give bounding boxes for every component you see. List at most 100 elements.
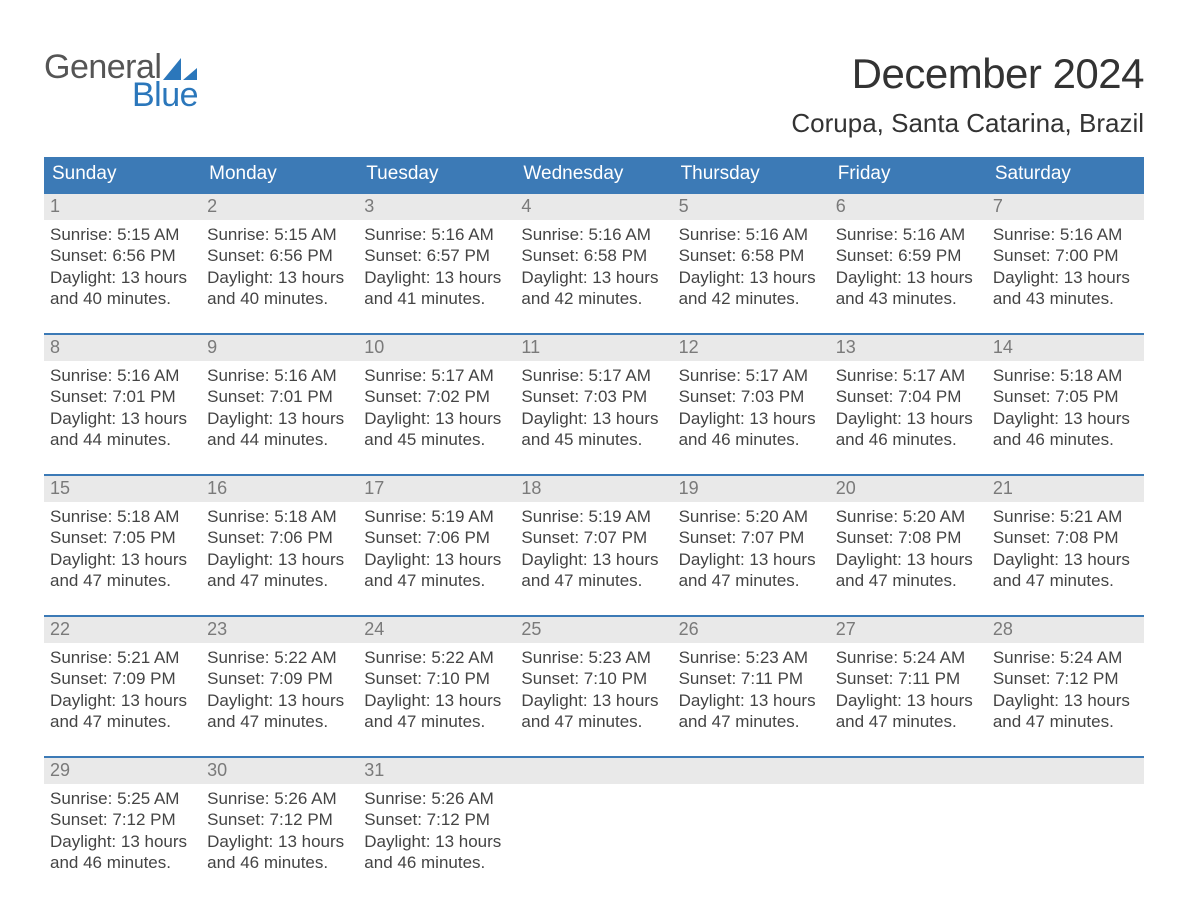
day-info-line: and 45 minutes. bbox=[364, 429, 509, 450]
day-info-line: and 46 minutes. bbox=[836, 429, 981, 450]
day-cell: Sunrise: 5:17 AMSunset: 7:04 PMDaylight:… bbox=[830, 361, 987, 450]
day-cell: Sunrise: 5:18 AMSunset: 7:06 PMDaylight:… bbox=[201, 502, 358, 591]
day-number-row: 891011121314 bbox=[44, 335, 1144, 361]
weekday-label: Wednesday bbox=[515, 157, 672, 192]
day-cell: Sunrise: 5:17 AMSunset: 7:03 PMDaylight:… bbox=[515, 361, 672, 450]
weekday-label: Sunday bbox=[44, 157, 201, 192]
day-number: 4 bbox=[515, 194, 672, 220]
day-info-line: Sunrise: 5:16 AM bbox=[50, 365, 195, 386]
day-info-line: Sunrise: 5:19 AM bbox=[521, 506, 666, 527]
day-info-line: Daylight: 13 hours bbox=[521, 408, 666, 429]
day-info-line: Daylight: 13 hours bbox=[836, 408, 981, 429]
day-cell: Sunrise: 5:21 AMSunset: 7:09 PMDaylight:… bbox=[44, 643, 201, 732]
day-cell: Sunrise: 5:15 AMSunset: 6:56 PMDaylight:… bbox=[201, 220, 358, 309]
day-info-line: Sunrise: 5:16 AM bbox=[679, 224, 824, 245]
day-info-line: and 47 minutes. bbox=[50, 570, 195, 591]
day-info-line: and 43 minutes. bbox=[836, 288, 981, 309]
day-info-line: and 45 minutes. bbox=[521, 429, 666, 450]
day-number: 28 bbox=[987, 617, 1144, 643]
day-info-line: Sunrise: 5:17 AM bbox=[521, 365, 666, 386]
day-number: 25 bbox=[515, 617, 672, 643]
day-info-line: and 47 minutes. bbox=[679, 570, 824, 591]
day-cell: Sunrise: 5:26 AMSunset: 7:12 PMDaylight:… bbox=[358, 784, 515, 873]
day-info-line: Sunset: 6:58 PM bbox=[679, 245, 824, 266]
day-info-line: Sunrise: 5:17 AM bbox=[836, 365, 981, 386]
day-info-line: Sunset: 7:00 PM bbox=[993, 245, 1138, 266]
day-cell: Sunrise: 5:19 AMSunset: 7:06 PMDaylight:… bbox=[358, 502, 515, 591]
day-number: 16 bbox=[201, 476, 358, 502]
day-info-line: Daylight: 13 hours bbox=[50, 267, 195, 288]
day-info-line: Sunset: 7:04 PM bbox=[836, 386, 981, 407]
day-info-line: and 46 minutes. bbox=[50, 852, 195, 873]
day-info-line: Sunset: 6:56 PM bbox=[207, 245, 352, 266]
weekday-label: Saturday bbox=[987, 157, 1144, 192]
day-number: 1 bbox=[44, 194, 201, 220]
day-info-line: Sunset: 7:01 PM bbox=[207, 386, 352, 407]
day-info-line: Sunrise: 5:20 AM bbox=[679, 506, 824, 527]
day-info-line: and 47 minutes. bbox=[836, 711, 981, 732]
day-info-line: and 47 minutes. bbox=[207, 570, 352, 591]
day-number: 21 bbox=[987, 476, 1144, 502]
day-info-line: and 46 minutes. bbox=[364, 852, 509, 873]
day-number: 11 bbox=[515, 335, 672, 361]
day-info-line: and 40 minutes. bbox=[207, 288, 352, 309]
day-info-line: Sunrise: 5:20 AM bbox=[836, 506, 981, 527]
calendar-week-row: 293031Sunrise: 5:25 AMSunset: 7:12 PMDay… bbox=[44, 756, 1144, 873]
day-cell: Sunrise: 5:18 AMSunset: 7:05 PMDaylight:… bbox=[987, 361, 1144, 450]
day-info-line: Daylight: 13 hours bbox=[364, 690, 509, 711]
day-info-line: Sunrise: 5:22 AM bbox=[364, 647, 509, 668]
day-number: 20 bbox=[830, 476, 987, 502]
day-number: 14 bbox=[987, 335, 1144, 361]
day-info-line: Sunset: 7:12 PM bbox=[207, 809, 352, 830]
day-info-line: Daylight: 13 hours bbox=[364, 267, 509, 288]
day-info-line: Daylight: 13 hours bbox=[364, 831, 509, 852]
day-cell: Sunrise: 5:17 AMSunset: 7:03 PMDaylight:… bbox=[673, 361, 830, 450]
day-info-line: Sunset: 7:10 PM bbox=[521, 668, 666, 689]
day-info-line: Sunrise: 5:24 AM bbox=[993, 647, 1138, 668]
day-cell: Sunrise: 5:23 AMSunset: 7:11 PMDaylight:… bbox=[673, 643, 830, 732]
title-block: December 2024 Corupa, Santa Catarina, Br… bbox=[791, 50, 1144, 139]
day-info-line: Sunrise: 5:16 AM bbox=[521, 224, 666, 245]
day-info-line: and 47 minutes. bbox=[993, 711, 1138, 732]
day-info-line: Sunset: 6:56 PM bbox=[50, 245, 195, 266]
day-info-line: Sunset: 6:59 PM bbox=[836, 245, 981, 266]
day-number: 13 bbox=[830, 335, 987, 361]
day-info-line: and 47 minutes. bbox=[364, 570, 509, 591]
day-number bbox=[673, 758, 830, 784]
day-info-line: Daylight: 13 hours bbox=[50, 690, 195, 711]
day-info-line: Daylight: 13 hours bbox=[993, 690, 1138, 711]
day-info-line: and 42 minutes. bbox=[521, 288, 666, 309]
day-number: 22 bbox=[44, 617, 201, 643]
day-number: 10 bbox=[358, 335, 515, 361]
day-cell: Sunrise: 5:20 AMSunset: 7:07 PMDaylight:… bbox=[673, 502, 830, 591]
day-info-line: Daylight: 13 hours bbox=[679, 549, 824, 570]
day-info-line: and 46 minutes. bbox=[679, 429, 824, 450]
day-info-line: Sunrise: 5:24 AM bbox=[836, 647, 981, 668]
day-info-line: Sunset: 7:06 PM bbox=[364, 527, 509, 548]
day-info-line: Daylight: 13 hours bbox=[521, 690, 666, 711]
day-info-line: Sunrise: 5:16 AM bbox=[207, 365, 352, 386]
day-info-line: Sunset: 7:08 PM bbox=[836, 527, 981, 548]
weekday-label: Monday bbox=[201, 157, 358, 192]
day-number: 23 bbox=[201, 617, 358, 643]
day-info-line: Daylight: 13 hours bbox=[50, 408, 195, 429]
day-info-line: Sunset: 7:07 PM bbox=[679, 527, 824, 548]
day-info-line: Daylight: 13 hours bbox=[364, 549, 509, 570]
day-number: 8 bbox=[44, 335, 201, 361]
day-number-row: 15161718192021 bbox=[44, 476, 1144, 502]
day-info-line: Sunrise: 5:25 AM bbox=[50, 788, 195, 809]
day-info-line: Sunrise: 5:26 AM bbox=[207, 788, 352, 809]
day-cell: Sunrise: 5:24 AMSunset: 7:12 PMDaylight:… bbox=[987, 643, 1144, 732]
day-cell: Sunrise: 5:19 AMSunset: 7:07 PMDaylight:… bbox=[515, 502, 672, 591]
day-cell: Sunrise: 5:16 AMSunset: 6:57 PMDaylight:… bbox=[358, 220, 515, 309]
day-info-line: Daylight: 13 hours bbox=[207, 831, 352, 852]
day-cell: Sunrise: 5:18 AMSunset: 7:05 PMDaylight:… bbox=[44, 502, 201, 591]
day-number: 9 bbox=[201, 335, 358, 361]
day-info-line: and 47 minutes. bbox=[993, 570, 1138, 591]
day-info-line: Daylight: 13 hours bbox=[993, 267, 1138, 288]
day-info-line: and 41 minutes. bbox=[364, 288, 509, 309]
day-info-line: Daylight: 13 hours bbox=[521, 549, 666, 570]
day-info-line: Sunset: 7:09 PM bbox=[50, 668, 195, 689]
calendar-week-row: 15161718192021Sunrise: 5:18 AMSunset: 7:… bbox=[44, 474, 1144, 591]
day-info-line: and 47 minutes. bbox=[679, 711, 824, 732]
